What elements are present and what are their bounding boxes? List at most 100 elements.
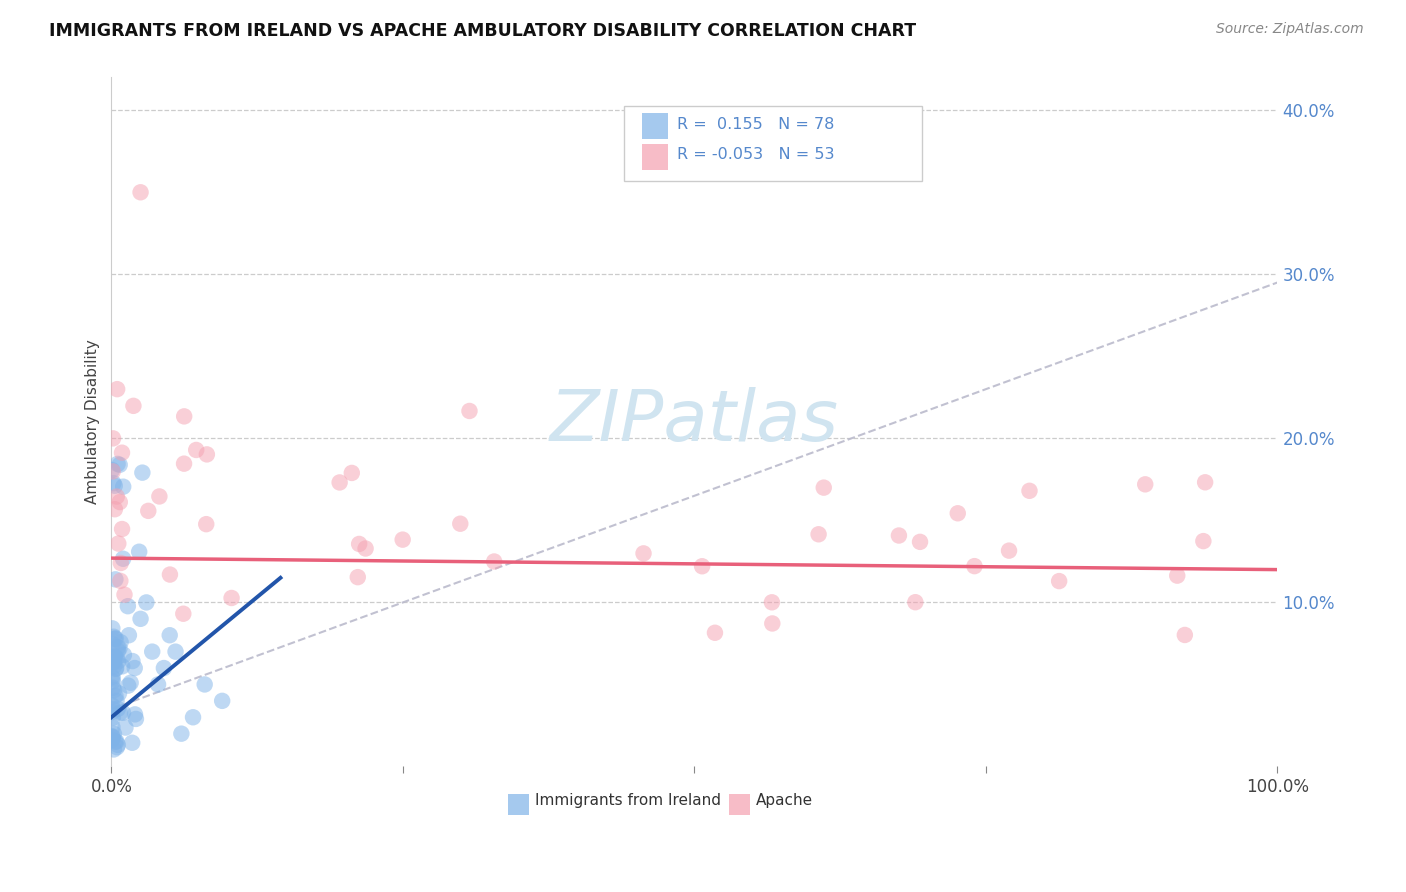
Point: [998, 543, 1021, 558]
Point: [146, 677, 169, 691]
Point: [105, 382, 128, 396]
Point: [101, 670, 124, 684]
Point: [172, 607, 194, 621]
Point: [101, 672, 124, 686]
Point: [101, 655, 124, 669]
Point: [813, 481, 835, 495]
Point: [136, 504, 159, 518]
Point: [761, 595, 783, 609]
Point: [101, 711, 124, 725]
Point: [194, 677, 217, 691]
Point: [110, 635, 132, 649]
Point: [103, 476, 125, 491]
Text: R =  0.155   N = 78: R = 0.155 N = 78: [676, 117, 834, 132]
Point: [482, 554, 505, 568]
Bar: [643, 113, 668, 139]
FancyBboxPatch shape: [624, 106, 922, 181]
Point: [101, 637, 124, 651]
Point: [111, 522, 134, 536]
Point: [904, 595, 927, 609]
Point: [211, 694, 233, 708]
Point: [112, 551, 135, 566]
Point: [104, 572, 127, 586]
Point: [101, 656, 124, 670]
Point: [135, 595, 157, 609]
Point: [449, 516, 471, 531]
Point: [105, 490, 128, 504]
Point: [107, 654, 129, 668]
Point: [110, 574, 132, 588]
Point: [103, 742, 125, 756]
Point: [946, 506, 969, 520]
Point: [101, 731, 124, 745]
Point: [101, 463, 124, 477]
Point: [107, 640, 129, 655]
Point: [124, 707, 146, 722]
Point: [105, 694, 128, 708]
Point: [117, 679, 139, 693]
Point: [105, 651, 128, 665]
Point: [340, 466, 363, 480]
Point: [104, 502, 127, 516]
Point: [125, 712, 148, 726]
Point: [101, 705, 124, 719]
Point: [107, 457, 129, 471]
Point: [704, 625, 727, 640]
Point: [103, 659, 125, 673]
Point: [104, 479, 127, 493]
Point: [108, 458, 131, 472]
Point: [124, 661, 146, 675]
Point: [165, 645, 187, 659]
Point: [103, 650, 125, 665]
Text: ZIPatlas: ZIPatlas: [550, 387, 839, 457]
Text: Apache: Apache: [756, 793, 813, 808]
Point: [103, 630, 125, 644]
Point: [103, 727, 125, 741]
Point: [103, 683, 125, 698]
Point: [112, 480, 135, 494]
Point: [118, 628, 141, 642]
Point: [1135, 477, 1157, 491]
Point: [101, 730, 124, 744]
Point: [108, 495, 131, 509]
Point: [458, 404, 481, 418]
Point: [104, 734, 127, 748]
Point: [117, 599, 139, 614]
Point: [104, 662, 127, 676]
Point: [1166, 568, 1188, 582]
Point: [122, 399, 145, 413]
Point: [101, 698, 124, 713]
Point: [159, 567, 181, 582]
Point: [111, 659, 134, 673]
Point: [108, 641, 131, 656]
Point: [101, 729, 124, 743]
Point: [908, 534, 931, 549]
Point: [633, 546, 655, 560]
Point: [107, 738, 129, 752]
Point: [104, 632, 127, 646]
Bar: [730, 794, 751, 814]
Text: IMMIGRANTS FROM IRELAND VS APACHE AMBULATORY DISABILITY CORRELATION CHART: IMMIGRANTS FROM IRELAND VS APACHE AMBULA…: [49, 22, 917, 40]
Point: [347, 537, 370, 551]
Point: [1174, 628, 1197, 642]
Point: [114, 588, 136, 602]
Point: [1047, 574, 1070, 588]
Point: [807, 527, 830, 541]
Point: [101, 681, 124, 695]
Point: [963, 559, 986, 574]
Point: [120, 675, 142, 690]
Point: [329, 475, 352, 490]
Point: [170, 726, 193, 740]
Point: [195, 517, 218, 532]
Text: Source: ZipAtlas.com: Source: ZipAtlas.com: [1216, 22, 1364, 37]
Point: [121, 736, 143, 750]
Point: [110, 556, 132, 570]
Point: [111, 706, 134, 720]
Point: [346, 570, 368, 584]
Point: [101, 464, 124, 478]
Point: [153, 661, 176, 675]
Point: [148, 490, 170, 504]
Text: R = -0.053   N = 53: R = -0.053 N = 53: [676, 147, 834, 162]
Point: [101, 702, 124, 716]
Point: [173, 409, 195, 424]
